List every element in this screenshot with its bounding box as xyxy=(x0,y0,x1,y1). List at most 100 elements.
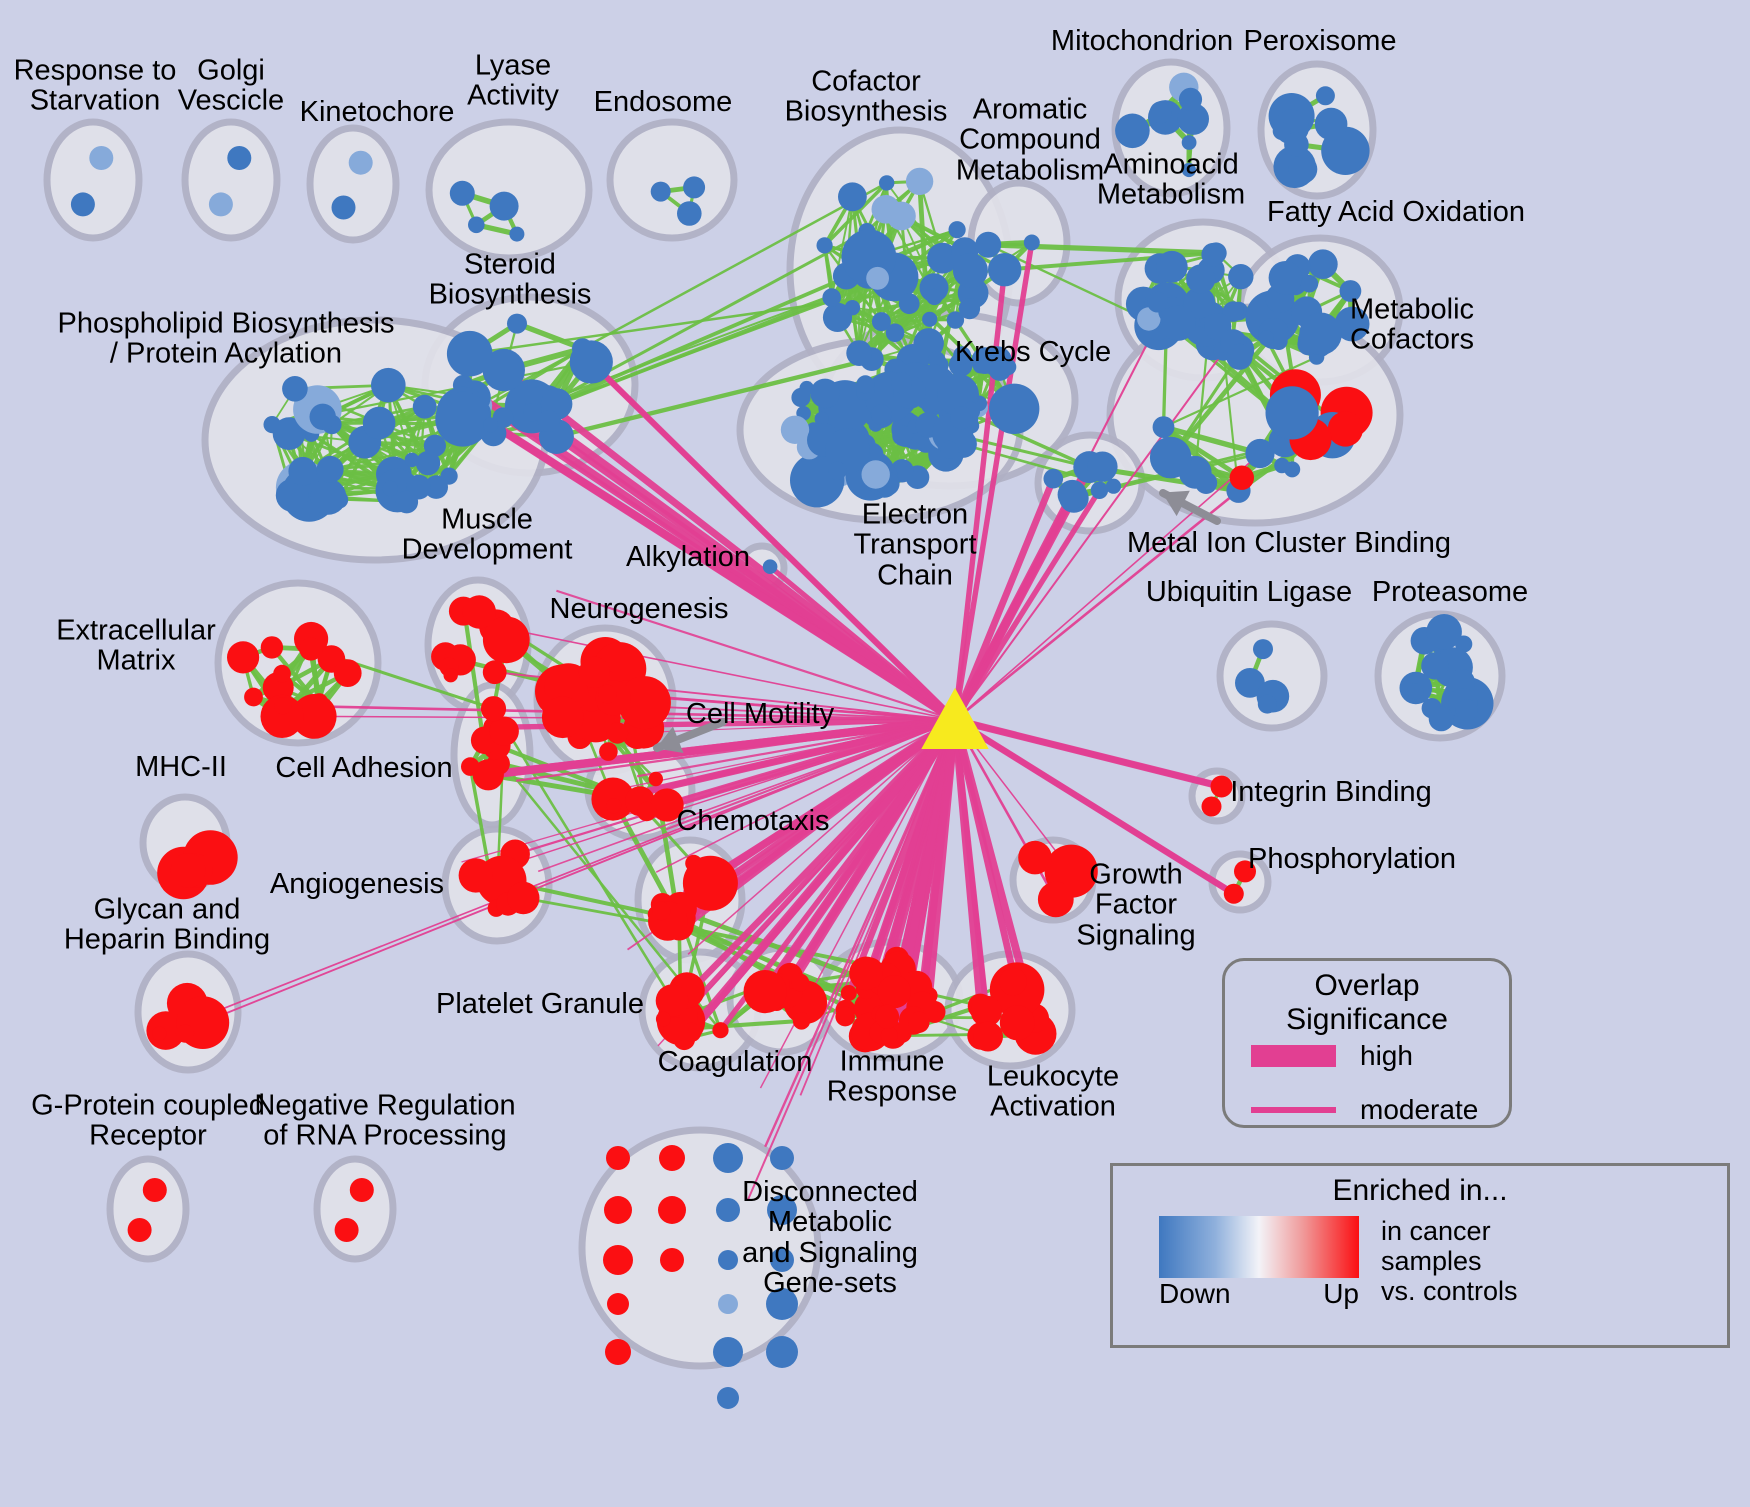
gene-set-node[interactable] xyxy=(395,490,419,514)
gene-set-node[interactable] xyxy=(1000,358,1017,376)
gene-set-node[interactable] xyxy=(1115,113,1150,149)
gene-set-node[interactable] xyxy=(415,450,441,476)
gene-set-node[interactable] xyxy=(349,1178,374,1202)
gene-set-node[interactable] xyxy=(273,664,291,683)
gene-set-node[interactable] xyxy=(1178,87,1203,111)
gene-set-node[interactable] xyxy=(792,1012,811,1030)
gene-set-node[interactable] xyxy=(462,595,496,629)
gene-set-node[interactable] xyxy=(482,616,530,664)
colon-cancer-hub-triangle[interactable] xyxy=(921,687,989,749)
gene-set-node[interactable] xyxy=(1253,639,1273,660)
gene-set-node[interactable] xyxy=(663,1017,689,1042)
gene-set-node[interactable] xyxy=(362,406,396,440)
gene-set-node[interactable] xyxy=(958,298,981,320)
gene-set-node[interactable] xyxy=(1315,86,1335,106)
gene-set-node[interactable] xyxy=(260,694,304,739)
gene-set-node[interactable] xyxy=(660,1248,684,1272)
gene-set-node[interactable] xyxy=(791,387,811,408)
gene-set-node[interactable] xyxy=(655,984,689,1017)
gene-set-node[interactable] xyxy=(382,480,399,497)
gene-set-node[interactable] xyxy=(316,455,344,483)
gene-set-node[interactable] xyxy=(507,881,540,915)
gene-set-node[interactable] xyxy=(890,372,913,394)
gene-set-node[interactable] xyxy=(617,676,671,730)
gene-set-node[interactable] xyxy=(861,460,890,489)
gene-set-node[interactable] xyxy=(1265,386,1319,440)
gene-set-node[interactable] xyxy=(1181,162,1196,178)
gene-set-node[interactable] xyxy=(718,1294,738,1314)
gene-set-node[interactable] xyxy=(810,378,840,408)
gene-set-node[interactable] xyxy=(175,1024,195,1043)
gene-set-node[interactable] xyxy=(412,394,437,419)
gene-set-node[interactable] xyxy=(838,182,867,212)
gene-set-node[interactable] xyxy=(648,771,663,787)
gene-set-node[interactable] xyxy=(683,176,706,199)
gene-set-node[interactable] xyxy=(1155,250,1188,283)
gene-set-node[interactable] xyxy=(898,293,920,315)
gene-set-node[interactable] xyxy=(142,1178,167,1202)
gene-set-node[interactable] xyxy=(299,637,323,661)
gene-set-node[interactable] xyxy=(1300,274,1319,293)
gene-set-node[interactable] xyxy=(607,1293,629,1315)
gene-set-node[interactable] xyxy=(70,192,95,217)
gene-set-node[interactable] xyxy=(288,456,318,486)
gene-set-node[interactable] xyxy=(682,855,738,911)
gene-set-node[interactable] xyxy=(856,375,875,394)
gene-set-node[interactable] xyxy=(885,323,905,343)
gene-set-node[interactable] xyxy=(1210,775,1233,798)
gene-set-node[interactable] xyxy=(716,1198,740,1222)
gene-set-node[interactable] xyxy=(507,313,527,334)
gene-set-node[interactable] xyxy=(1223,883,1244,904)
gene-set-node[interactable] xyxy=(1284,132,1309,157)
gene-set-node[interactable] xyxy=(658,1196,686,1224)
gene-set-node[interactable] xyxy=(282,376,308,402)
gene-set-node[interactable] xyxy=(598,684,617,704)
gene-set-node[interactable] xyxy=(1183,286,1216,319)
gene-set-node[interactable] xyxy=(1327,411,1363,447)
gene-set-node[interactable] xyxy=(605,1339,631,1365)
gene-set-node[interactable] xyxy=(1160,305,1196,341)
gene-set-node[interactable] xyxy=(606,722,629,744)
gene-set-node[interactable] xyxy=(334,1218,359,1242)
gene-set-node[interactable] xyxy=(310,478,347,515)
gene-set-node[interactable] xyxy=(828,461,847,481)
gene-set-node[interactable] xyxy=(908,1011,930,1033)
gene-set-node[interactable] xyxy=(999,1005,1035,1041)
gene-set-node[interactable] xyxy=(1257,694,1277,714)
gene-set-node[interactable] xyxy=(950,406,973,430)
gene-set-node[interactable] xyxy=(871,404,892,425)
gene-set-node[interactable] xyxy=(970,995,1003,1027)
gene-set-node[interactable] xyxy=(1137,307,1161,331)
gene-set-node[interactable] xyxy=(718,1250,738,1270)
gene-set-node[interactable] xyxy=(309,403,336,430)
gene-set-node[interactable] xyxy=(1314,107,1348,141)
gene-set-node[interactable] xyxy=(569,340,613,384)
gene-set-node[interactable] xyxy=(371,367,406,403)
gene-set-node[interactable] xyxy=(766,1336,798,1368)
gene-set-node[interactable] xyxy=(440,467,458,485)
gene-set-node[interactable] xyxy=(458,858,493,893)
gene-set-node[interactable] xyxy=(1105,478,1122,494)
gene-set-node[interactable] xyxy=(227,641,260,674)
gene-set-node[interactable] xyxy=(1177,103,1209,135)
gene-set-node[interactable] xyxy=(1043,468,1064,489)
gene-set-node[interactable] xyxy=(480,696,507,722)
gene-set-node[interactable] xyxy=(1426,614,1462,650)
gene-set-node[interactable] xyxy=(1234,860,1256,883)
gene-set-node[interactable] xyxy=(1268,261,1303,295)
gene-set-node[interactable] xyxy=(275,478,309,512)
gene-set-node[interactable] xyxy=(650,788,684,822)
gene-set-node[interactable] xyxy=(449,180,475,206)
gene-set-node[interactable] xyxy=(446,330,493,377)
gene-set-node[interactable] xyxy=(1147,291,1168,313)
gene-set-node[interactable] xyxy=(523,403,542,422)
gene-set-node[interactable] xyxy=(1181,135,1197,150)
gene-set-node[interactable] xyxy=(770,1146,794,1170)
gene-set-node[interactable] xyxy=(578,656,611,689)
gene-set-node[interactable] xyxy=(1428,706,1454,732)
gene-set-node[interactable] xyxy=(1152,416,1175,438)
gene-set-node[interactable] xyxy=(767,1195,797,1225)
gene-set-node[interactable] xyxy=(272,417,306,450)
gene-set-node[interactable] xyxy=(971,347,999,374)
gene-set-node[interactable] xyxy=(1090,481,1109,499)
